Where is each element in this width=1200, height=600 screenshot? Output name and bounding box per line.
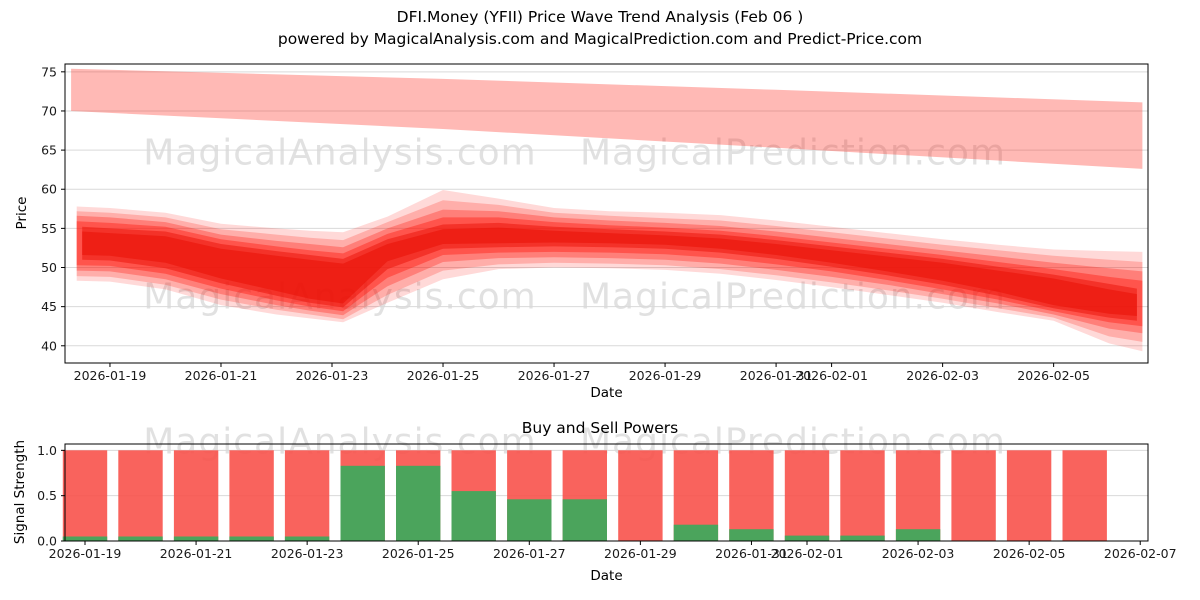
buy-power-bar [118,536,163,541]
sell-power-bar [118,450,163,541]
sell-power-bar [62,450,108,541]
sell-power-bar [1006,450,1052,541]
x-tick-label: 2026-01-21 [160,546,233,561]
sell-power-bar [895,450,941,541]
sell-power-bar [173,450,219,541]
date-axis-label-top: Date [590,385,623,401]
buy-power-bar [895,529,941,541]
y-tick-label: 75 [41,64,57,79]
y-tick-label: 0.0 [37,534,57,549]
buy-power-bar [784,535,830,541]
x-tick-label: 2026-01-29 [629,368,702,383]
buy-power-bar [173,536,219,541]
y-tick-label: 1.0 [37,443,57,458]
x-tick-label: 2026-02-01 [795,368,868,383]
sell-power-bar [1062,450,1107,541]
x-tick-label: 2026-01-23 [271,546,344,561]
y-tick-label: 50 [41,260,57,275]
x-tick-label: 2026-01-23 [296,368,369,383]
sell-power-bar [229,450,274,541]
y-tick-label: 70 [41,103,57,118]
x-tick-label: 2026-02-03 [906,368,979,383]
y-tick-label: 55 [41,221,57,236]
sell-power-bar [951,450,996,541]
bar-chart-title: Buy and Sell Powers [521,419,679,437]
buy-power-bar [396,465,441,541]
upper-forecast-band [71,68,1143,169]
y-tick-label: 65 [41,143,57,158]
x-tick-label: 2026-01-21 [185,368,258,383]
x-tick-label: 2026-02-05 [993,546,1066,561]
x-tick-label: 2026-01-31 [740,368,813,383]
plot-border [64,443,1149,542]
buy-power-bar [562,499,607,541]
buy-power-bar [62,536,108,541]
plot-border [64,63,1149,364]
sell-power-bar [729,450,774,541]
buy-power-bar [840,535,885,541]
buy-power-bar [451,491,496,541]
buy-power-bar [284,536,330,541]
x-tick-label: 2026-01-25 [407,368,480,383]
sell-power-bar [284,450,330,541]
x-tick-label: 2026-02-03 [882,546,955,561]
buy-power-bar [673,524,719,541]
buy-power-bar [507,499,552,541]
wave-band-core [82,227,1137,316]
y-tick-label: 0.5 [37,488,57,503]
sell-power-bar [618,450,663,541]
x-tick-label: 2026-02-07 [1104,546,1177,561]
x-tick-label: 2026-01-25 [382,546,455,561]
price-axis-label: Price [14,196,30,230]
x-tick-label: 2026-01-27 [493,546,566,561]
y-tick-label: 60 [41,182,57,197]
signal-strength-axis-label: Signal Strength [12,439,28,545]
buy-power-bar [729,529,774,541]
x-tick-label: 2026-01-27 [518,368,591,383]
date-axis-label-bottom: Date [590,568,623,584]
page-subtitle: powered by MagicalAnalysis.com and Magic… [277,30,923,48]
x-tick-label: 2026-02-01 [771,546,844,561]
sell-power-bar [840,450,885,541]
x-tick-label: 2026-01-31 [715,546,788,561]
page-title: DFI.Money (YFII) Price Wave Trend Analys… [396,8,804,26]
buy-power-bar [229,536,274,541]
x-tick-label: 2026-01-29 [604,546,677,561]
y-tick-label: 40 [41,338,57,353]
wave-band-outer [76,190,1143,352]
x-tick-label: 2026-02-05 [1017,368,1090,383]
buy-power-bar [340,465,385,541]
x-tick-label: 2026-01-19 [49,546,122,561]
y-tick-label: 45 [41,299,57,314]
sell-power-bar [784,450,830,541]
x-tick-label: 2026-01-19 [74,368,147,383]
